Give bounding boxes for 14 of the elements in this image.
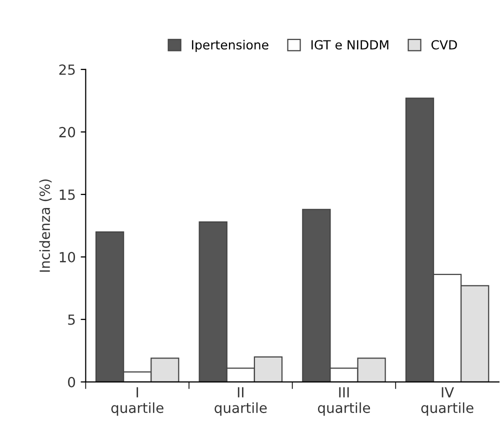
x-tick-label: I quartile (111, 387, 164, 416)
y-tick-label: 20 (59, 126, 76, 138)
x-tick-label: III quartile (318, 387, 370, 416)
y-tick-label: 25 (59, 64, 75, 75)
y-tick-label: 10 (60, 252, 76, 262)
legend-label: CVD (431, 40, 457, 50)
legend-label: IGT e NIDDM (311, 40, 388, 50)
y-tick-label: 0 (68, 376, 76, 388)
y-axis-title: Incidenza (%) (39, 179, 52, 272)
x-tick-label: IV quartile (421, 387, 474, 416)
y-tick-label: 15 (60, 190, 75, 200)
x-tick-label: II quartile (214, 387, 267, 416)
y-tick-label: 5 (68, 314, 75, 325)
legend-label: Ipertensione (192, 40, 268, 52)
